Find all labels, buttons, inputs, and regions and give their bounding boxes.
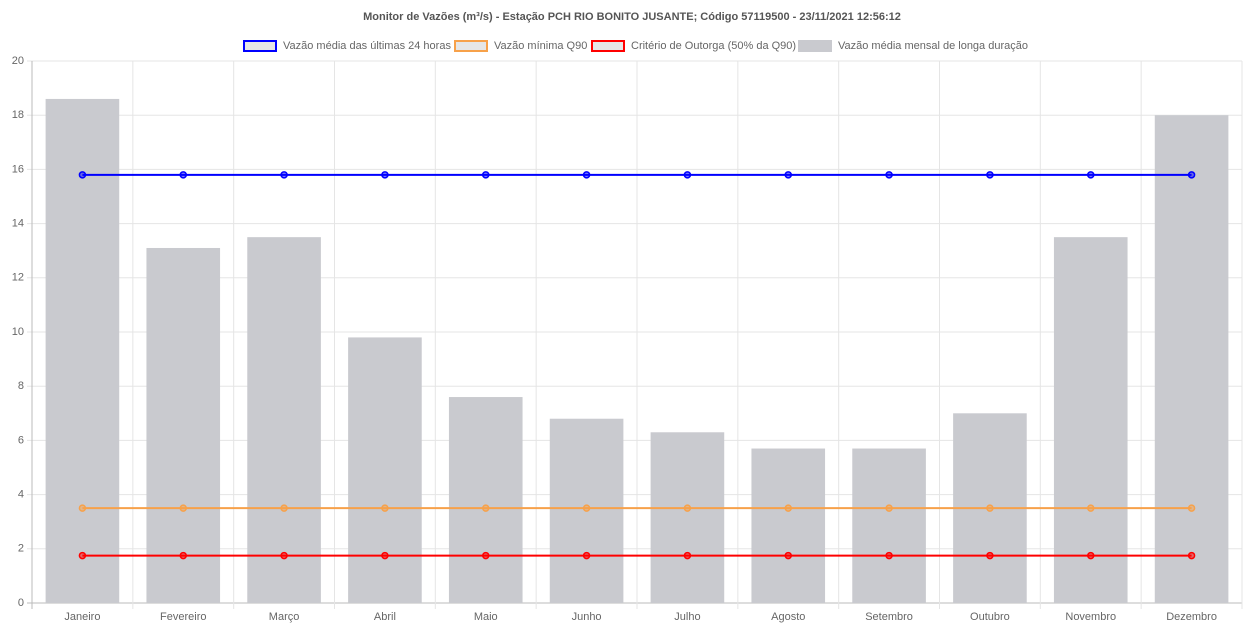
x-tick-label: Outubro <box>970 611 1010 623</box>
bar <box>852 448 926 603</box>
point <box>280 551 288 560</box>
point <box>381 551 389 560</box>
point <box>683 504 692 512</box>
point <box>885 551 893 560</box>
point <box>1187 551 1196 560</box>
y-tick-label: 10 <box>12 326 24 338</box>
y-tick-label: 2 <box>18 543 24 555</box>
point <box>885 171 893 179</box>
x-tick-label: Novembro <box>1065 611 1116 623</box>
point <box>482 171 490 179</box>
point <box>784 171 792 179</box>
point <box>78 171 87 179</box>
x-tick-label: Abril <box>374 611 396 623</box>
bar <box>1154 115 1229 603</box>
legend-swatch <box>591 40 625 52</box>
y-tick-label: 20 <box>12 55 24 67</box>
point <box>1187 171 1196 179</box>
point <box>683 171 692 179</box>
x-tick-label: Agosto <box>771 611 805 623</box>
x-tick-label: Julho <box>674 611 700 623</box>
chart-title: Monitor de Vazões (m³/s) - Estação PCH R… <box>363 11 901 23</box>
point <box>784 551 792 560</box>
point <box>582 171 591 179</box>
x-tick-label: Janeiro <box>64 611 100 623</box>
point <box>179 171 187 179</box>
legend-label: Critério de Outorga (50% da Q90) <box>631 40 796 52</box>
x-tick-label: Fevereiro <box>160 611 206 623</box>
y-tick-label: 0 <box>18 597 24 609</box>
point <box>381 171 389 179</box>
bar <box>1053 237 1128 603</box>
point <box>986 551 994 560</box>
bar <box>247 237 321 603</box>
legend-label: Vazão mínima Q90 <box>494 40 587 52</box>
point <box>885 504 893 512</box>
bar <box>650 432 725 603</box>
point <box>986 171 994 179</box>
point <box>179 504 187 512</box>
x-tick-label: Março <box>269 611 300 623</box>
legend-swatch <box>798 40 832 52</box>
x-tick-label: Junho <box>572 611 602 623</box>
legend-label: Vazão média mensal de longa duração <box>838 40 1028 52</box>
point <box>482 504 490 512</box>
y-tick-label: 14 <box>12 218 24 230</box>
x-tick-label: Setembro <box>865 611 913 623</box>
y-tick-label: 6 <box>18 434 24 446</box>
point <box>1087 504 1095 512</box>
bar <box>348 337 422 603</box>
bar <box>448 397 523 603</box>
y-tick-label: 4 <box>18 489 24 501</box>
point <box>381 504 389 512</box>
bar <box>751 448 826 603</box>
point <box>78 551 87 560</box>
y-tick-label: 18 <box>12 109 24 121</box>
y-tick-label: 12 <box>12 272 24 284</box>
bar <box>146 247 221 604</box>
point <box>280 171 288 179</box>
point <box>582 551 591 560</box>
legend-swatch <box>454 40 488 52</box>
x-tick-label: Dezembro <box>1166 611 1217 623</box>
x-tick-label: Maio <box>474 611 498 623</box>
point <box>179 551 187 560</box>
point <box>78 504 87 512</box>
y-tick-label: 8 <box>18 380 24 392</box>
point <box>986 504 994 512</box>
point <box>784 504 792 512</box>
point <box>482 551 490 560</box>
point <box>1087 171 1095 179</box>
legend-swatch <box>243 40 277 52</box>
point <box>280 504 288 512</box>
point <box>582 504 591 512</box>
point <box>1087 551 1095 560</box>
point <box>683 551 692 560</box>
point <box>1187 504 1196 512</box>
bar <box>45 98 120 603</box>
legend-label: Vazão média das últimas 24 horas <box>283 40 451 52</box>
y-tick-label: 16 <box>12 163 24 175</box>
